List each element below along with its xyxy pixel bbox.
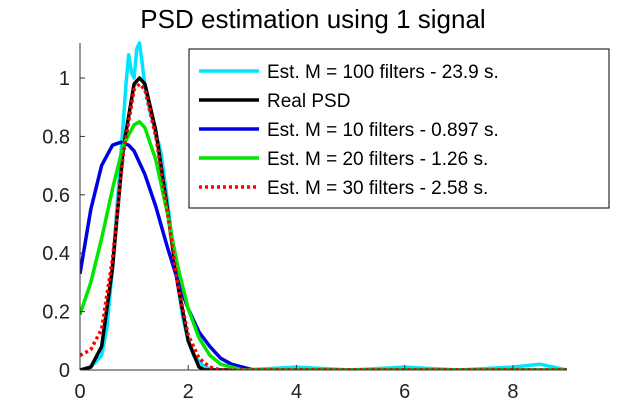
legend-label-4: Est. M = 20 filters - 1.26 s.: [267, 149, 488, 170]
y-tick-label-2: 0.4: [42, 243, 70, 265]
x-tick-label-4: 8: [507, 381, 518, 403]
y-tick-label-3: 0.6: [42, 185, 70, 207]
y-tick-label-4: 0.8: [42, 126, 70, 148]
y-tick-label-0: 0: [59, 360, 70, 382]
legend-label-3: Est. M = 10 filters - 0.897 s.: [267, 120, 499, 141]
legend-label-1: Est. M = 100 filters - 23.9 s.: [267, 62, 499, 83]
series-lines: [80, 41, 567, 370]
y-tick-label-1: 0.2: [42, 302, 70, 324]
plot-area: [80, 41, 567, 370]
legend: Est. M = 100 filters - 23.9 s. Real PSD Es…: [188, 48, 610, 209]
x-tick-label-0: 0: [74, 381, 85, 403]
x-tick-label-2: 4: [291, 381, 302, 403]
series-line-3: [80, 140, 567, 370]
axes: 0 2 4 6 8 0 0.2 0.4 0.6 0.8 1: [42, 43, 567, 403]
series-line-2: [80, 76, 567, 370]
legend-label-2: Real PSD: [267, 91, 350, 112]
legend-label-5: Est. M = 30 filters - 2.58 s.: [267, 178, 488, 199]
chart-title: PSD estimation using 1 signal: [140, 4, 485, 34]
y-tick-label-5: 1: [59, 68, 70, 90]
x-tick-label-1: 2: [183, 381, 194, 403]
x-tick-label-3: 6: [399, 381, 410, 403]
